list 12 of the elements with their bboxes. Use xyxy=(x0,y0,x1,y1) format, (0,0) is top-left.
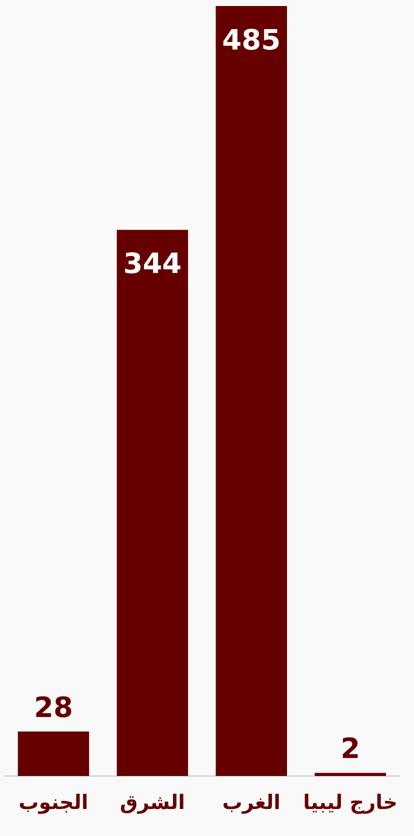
bar xyxy=(314,772,386,776)
data-label: 485 xyxy=(222,23,281,56)
bar xyxy=(18,732,90,776)
bar xyxy=(216,6,288,776)
data-label: 344 xyxy=(123,247,182,280)
x-tick-label: خارج ليبيا xyxy=(303,790,398,814)
data-label: 2 xyxy=(340,732,360,766)
x-tick-label: الغرب xyxy=(222,790,280,814)
data-label: 28 xyxy=(34,690,73,724)
x-tick-label: الجنوب xyxy=(18,790,88,814)
bar xyxy=(116,230,188,776)
x-tick-label: الشرق xyxy=(120,790,185,814)
